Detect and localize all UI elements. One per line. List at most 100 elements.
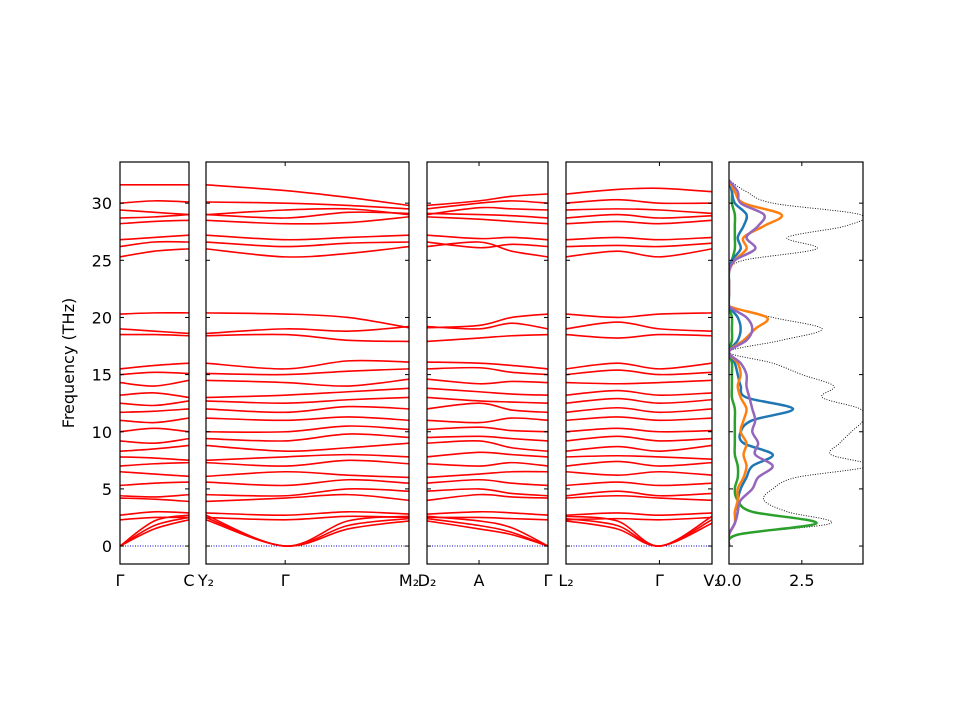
band-line xyxy=(206,515,409,521)
x-tick-label: 2.5 xyxy=(789,571,814,590)
band-line xyxy=(206,510,409,516)
band-line xyxy=(566,515,712,547)
band-line xyxy=(427,426,548,433)
band-line xyxy=(427,402,548,414)
band-line xyxy=(427,470,548,479)
x-tick-label: 0.0 xyxy=(716,571,741,590)
band-line xyxy=(206,470,409,479)
band-line xyxy=(120,400,189,407)
band-line xyxy=(566,416,712,422)
y-tick-label: 15 xyxy=(92,366,112,385)
band-line xyxy=(566,397,712,404)
band-line xyxy=(206,234,409,241)
band-line xyxy=(427,516,548,521)
dos-line xyxy=(729,179,774,547)
band-line xyxy=(566,362,712,370)
band-line xyxy=(566,516,712,521)
band-line xyxy=(120,516,189,521)
band-line xyxy=(206,184,409,207)
band-line xyxy=(566,435,712,442)
band-line xyxy=(206,312,409,329)
band-line xyxy=(120,417,189,424)
band-line xyxy=(206,516,409,547)
band-line xyxy=(427,322,548,330)
band-line xyxy=(427,435,548,442)
band-line xyxy=(427,241,548,249)
band-line xyxy=(566,248,712,258)
band-line xyxy=(206,442,409,453)
band-line xyxy=(427,200,548,210)
band-line xyxy=(566,213,712,219)
band-line xyxy=(427,493,548,502)
band-line xyxy=(566,312,712,319)
band-line xyxy=(566,379,712,385)
band-line xyxy=(206,416,409,422)
band-line xyxy=(120,209,189,216)
band-line xyxy=(427,193,548,207)
band-line xyxy=(427,387,548,396)
band-line xyxy=(206,333,409,343)
axes-frame xyxy=(565,161,713,565)
band-line xyxy=(566,520,712,547)
band-line xyxy=(206,425,409,433)
x-tick-label: Γ xyxy=(655,571,664,590)
band-line xyxy=(206,519,409,547)
band-line xyxy=(427,366,548,376)
band-line xyxy=(566,242,712,248)
band-line xyxy=(206,433,409,442)
band-line xyxy=(427,216,548,225)
band-line xyxy=(206,459,409,467)
band-line xyxy=(120,510,189,516)
band-line xyxy=(120,371,189,376)
x-tick-label: Γ xyxy=(544,571,553,590)
band-line xyxy=(120,516,189,547)
band-line xyxy=(120,437,189,445)
band-line xyxy=(120,240,189,248)
band-line xyxy=(427,396,548,404)
band-line xyxy=(206,241,409,248)
x-tick-label: C xyxy=(183,571,194,590)
band-line xyxy=(566,427,712,433)
band-line xyxy=(206,368,409,376)
band-line xyxy=(206,207,409,216)
band-line xyxy=(206,211,409,219)
band-line xyxy=(427,417,548,424)
band-line xyxy=(566,406,712,414)
band-line xyxy=(120,481,189,487)
band-line xyxy=(427,313,548,329)
band-line xyxy=(566,198,712,205)
band-line xyxy=(120,379,189,387)
band-line xyxy=(120,408,189,414)
band-line xyxy=(206,201,409,210)
y-tick-label: 0 xyxy=(102,537,112,556)
band-line xyxy=(120,493,189,498)
band-line xyxy=(427,361,548,370)
band-line xyxy=(566,444,712,452)
band-line xyxy=(120,248,189,258)
band-line xyxy=(120,311,189,315)
band-line xyxy=(427,520,548,547)
axes-frame xyxy=(728,161,864,565)
band-line xyxy=(566,460,712,467)
band-line xyxy=(566,333,712,339)
band-line xyxy=(120,200,189,204)
y-tick-label: 30 xyxy=(92,194,112,213)
band-line xyxy=(427,212,548,219)
band-line xyxy=(566,494,712,502)
band-line xyxy=(427,206,548,216)
band-line xyxy=(206,378,409,387)
band-line xyxy=(566,490,712,497)
y-tick-label: 5 xyxy=(102,480,112,499)
band-line xyxy=(566,219,712,225)
band-line xyxy=(427,461,548,467)
x-tick-label: Γ xyxy=(116,571,125,590)
band-line xyxy=(120,444,189,452)
dos-line xyxy=(729,179,795,547)
band-line xyxy=(566,321,712,332)
band-line xyxy=(566,481,712,487)
band-line xyxy=(427,234,548,241)
band-line xyxy=(427,333,548,343)
band-line xyxy=(206,396,409,404)
y-tick-label: 25 xyxy=(92,251,112,270)
